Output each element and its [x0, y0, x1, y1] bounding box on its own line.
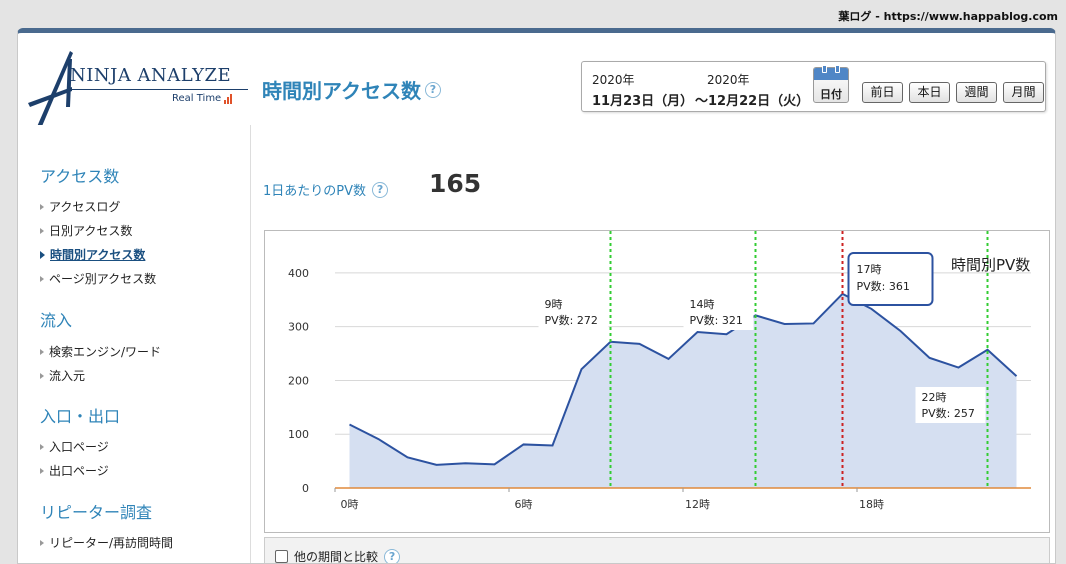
nav-item-label: 時間別アクセス数: [50, 248, 146, 262]
week-button[interactable]: 週間: [956, 82, 997, 103]
nav-item-label: 検索エンジン/ワード: [49, 345, 162, 359]
nav-item-repeater[interactable]: リピーター/再訪問時間: [40, 534, 173, 551]
start-date[interactable]: 11月23日（月）: [592, 94, 694, 109]
nav-item-label: 日別アクセス数: [49, 224, 133, 238]
y-tick-label: 200: [288, 374, 309, 387]
pv-per-day-value: 165: [429, 169, 482, 198]
bullet-icon: [40, 250, 45, 259]
sidebar: アクセス数 アクセスログ 日別アクセス数 時間別アクセス数 ページ別アクセス数 …: [18, 125, 250, 563]
annotation-value: PV数: 361: [857, 280, 910, 293]
prev-day-button[interactable]: 前日: [862, 82, 903, 103]
end-date[interactable]: 〜12月22日（火）: [695, 94, 810, 109]
compare-label: 他の期間と比較: [294, 550, 379, 564]
bullet-icon: [40, 467, 44, 474]
annotation-label-bg: [683, 294, 754, 330]
bullet-icon: [40, 275, 44, 282]
bullet-icon: [40, 539, 44, 546]
app-window: NINJA ANALYZE Real Time 時間別アクセス数 ? 2020年…: [17, 28, 1056, 564]
nav-item-access-log[interactable]: アクセスログ: [40, 198, 120, 215]
compare-bar: 他の期間と比較 ?: [264, 537, 1050, 564]
pv-per-day-text: 1日あたりのPV数: [263, 184, 367, 199]
nav-item-exit-page[interactable]: 出口ページ: [40, 462, 109, 479]
x-tick-label: 6時: [515, 498, 533, 511]
nav-section-repeater: リピーター調査: [40, 503, 153, 522]
nav-item-page[interactable]: ページ別アクセス数: [40, 270, 156, 287]
calendar-label: 日付: [820, 88, 842, 101]
site-credit: 葉ログ - https://www.happablog.com: [838, 10, 1058, 23]
bullet-icon: [40, 203, 44, 210]
y-tick-label: 100: [288, 428, 309, 441]
annotation-hour: 14時: [690, 298, 715, 311]
bars-icon: [224, 94, 233, 104]
x-tick-label: 0時: [341, 498, 359, 511]
y-tick-label: 0: [302, 482, 309, 495]
tooltip-box: [847, 252, 934, 306]
ninja-logo-icon: [28, 51, 73, 131]
nav-item-referrer[interactable]: 流入元: [40, 367, 85, 384]
nav-item-daily[interactable]: 日別アクセス数: [40, 222, 132, 239]
calendar-button[interactable]: 日付: [813, 65, 849, 103]
chart-title: 時間別PV数: [951, 256, 1031, 274]
calendar-icon: [814, 65, 848, 80]
page-title: 時間別アクセス数 ?: [262, 75, 441, 104]
month-button[interactable]: 月間: [1003, 82, 1044, 103]
annotation-label-bg: [915, 387, 986, 423]
y-tick-label: 300: [288, 321, 309, 334]
series-line: [349, 292, 1018, 466]
start-year: 2020年: [592, 73, 635, 87]
nav-item-hourly[interactable]: 時間別アクセス数: [40, 246, 145, 263]
x-tick-label: 18時: [859, 498, 884, 511]
nav-item-entry-page[interactable]: 入口ページ: [40, 438, 109, 455]
nav-item-label: 流入元: [49, 369, 86, 383]
help-icon[interactable]: ?: [425, 81, 441, 98]
pv-per-day-label: 1日あたりのPV数 ?: [263, 180, 389, 199]
nav-item-label: ページ別アクセス数: [49, 272, 157, 286]
series-area: [349, 293, 1017, 488]
logo-brand: NINJA ANALYZE: [70, 65, 232, 86]
chart-canvas: 0 100 200 300 400 0時 6時 12時 18時 9時 PV数: 272 14時 PV数:…: [288, 231, 1031, 511]
annotation-hour: 22時: [922, 391, 947, 404]
logo[interactable]: NINJA ANALYZE Real Time: [26, 51, 256, 131]
hourly-pv-chart: 0 100 200 300 400 0時 6時 12時 18時 9時 PV数: 272 14時 PV数:…: [264, 230, 1050, 533]
today-button[interactable]: 本日: [909, 82, 950, 103]
bullet-icon: [40, 372, 44, 379]
end-year: 2020年: [707, 73, 750, 87]
nav-section-inflow: 流入: [40, 311, 73, 330]
nav-item-search-engine[interactable]: 検索エンジン/ワード: [40, 343, 161, 360]
logo-tagline: Real Time: [172, 93, 233, 104]
nav-item-label: 入口ページ: [49, 440, 109, 454]
date-range-picker: 2020年 11月23日（月） 2020年 〜12月22日（火） 日付 前日 本…: [581, 61, 1046, 112]
header: NINJA ANALYZE Real Time 時間別アクセス数 ? 2020年…: [18, 33, 1055, 131]
logo-tagline-text: Real Time: [172, 93, 222, 104]
y-tick-label: 400: [288, 267, 309, 280]
bullet-icon: [40, 227, 44, 234]
annotation-hour: 17時: [857, 263, 882, 276]
annotation-value: PV数: 321: [690, 314, 743, 327]
logo-rule: [70, 89, 248, 90]
annotation-label-bg: [538, 294, 609, 330]
x-tick-label: 12時: [685, 498, 710, 511]
bullet-icon: [40, 348, 44, 355]
page-title-text: 時間別アクセス数: [262, 79, 421, 103]
nav-item-label: リピーター/再訪問時間: [49, 536, 174, 550]
help-icon[interactable]: ?: [372, 181, 389, 198]
bullet-icon: [40, 443, 44, 450]
annotation-value: PV数: 272: [545, 314, 598, 327]
compare-checkbox[interactable]: [275, 550, 288, 563]
main-panel: 1日あたりのPV数 ? 165 0 100 200 300 400 0時 6時 12時 18時 9…: [250, 125, 1055, 564]
annotation-value: PV数: 257: [922, 407, 975, 420]
annotation-hour: 9時: [545, 298, 563, 311]
nav-section-entry-exit: 入口・出口: [40, 407, 121, 426]
nav-item-label: アクセスログ: [49, 200, 121, 214]
nav-section-access: アクセス数: [40, 167, 120, 186]
nav-item-label: 出口ページ: [49, 464, 109, 478]
help-icon[interactable]: ?: [384, 548, 401, 563]
